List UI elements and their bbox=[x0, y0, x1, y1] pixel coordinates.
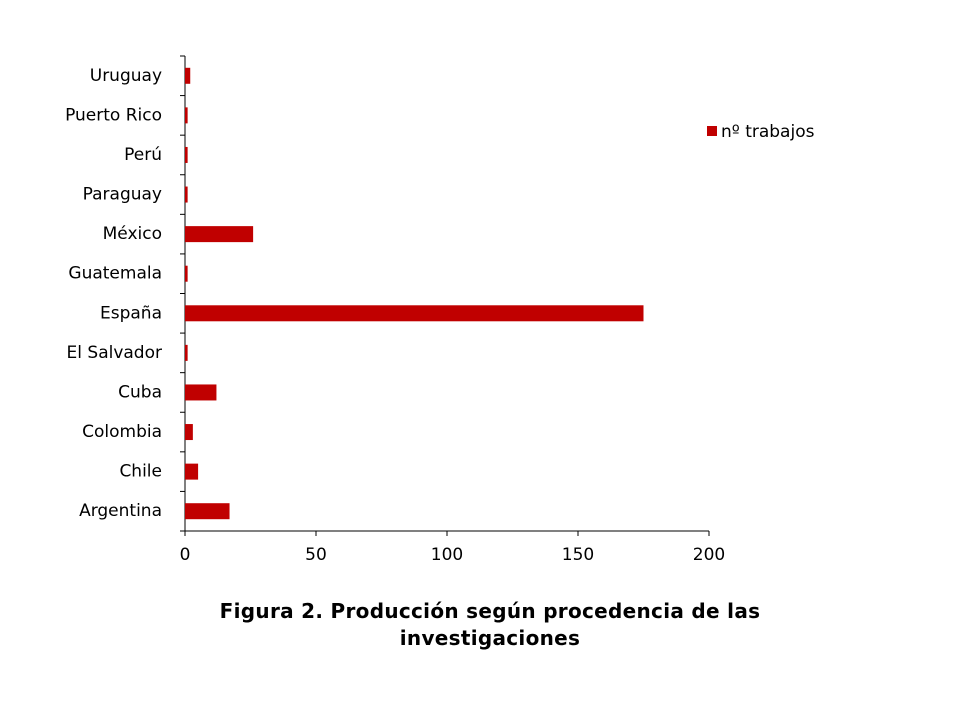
y-tick-label: Colombia bbox=[82, 422, 162, 442]
legend-label: nº trabajos bbox=[721, 122, 815, 142]
bar bbox=[185, 67, 191, 84]
y-tick-label: El Salvador bbox=[67, 343, 162, 363]
bar bbox=[185, 186, 188, 203]
y-tick-label: Guatemala bbox=[68, 264, 162, 284]
y-tick-label: Puerto Rico bbox=[65, 105, 162, 125]
bar bbox=[185, 226, 254, 243]
bar bbox=[185, 265, 188, 282]
y-tick-label: Argentina bbox=[79, 501, 162, 521]
bar bbox=[185, 424, 193, 441]
legend-swatch bbox=[707, 126, 717, 136]
bar bbox=[185, 503, 230, 520]
chart-title: Figura 2. Producción según procedencia d… bbox=[219, 599, 761, 650]
y-tick-label: Cuba bbox=[118, 382, 162, 402]
x-tick-label: 50 bbox=[305, 545, 327, 565]
y-tick-label: Paraguay bbox=[83, 185, 162, 205]
x-tick-label: 150 bbox=[562, 545, 594, 565]
bar bbox=[185, 463, 199, 480]
bar bbox=[185, 107, 188, 124]
x-tick-label: 0 bbox=[180, 545, 191, 565]
x-tick-label: 200 bbox=[693, 545, 725, 565]
y-tick-label: Perú bbox=[124, 145, 162, 165]
bar bbox=[185, 384, 217, 401]
bar bbox=[185, 344, 188, 361]
y-tick-label: México bbox=[103, 224, 162, 244]
bar bbox=[185, 146, 188, 163]
y-tick-label: Uruguay bbox=[90, 66, 162, 86]
y-tick-label: España bbox=[100, 303, 162, 323]
x-tick-label: 100 bbox=[431, 545, 463, 565]
y-tick-label: Chile bbox=[119, 462, 162, 482]
bar bbox=[185, 305, 644, 322]
